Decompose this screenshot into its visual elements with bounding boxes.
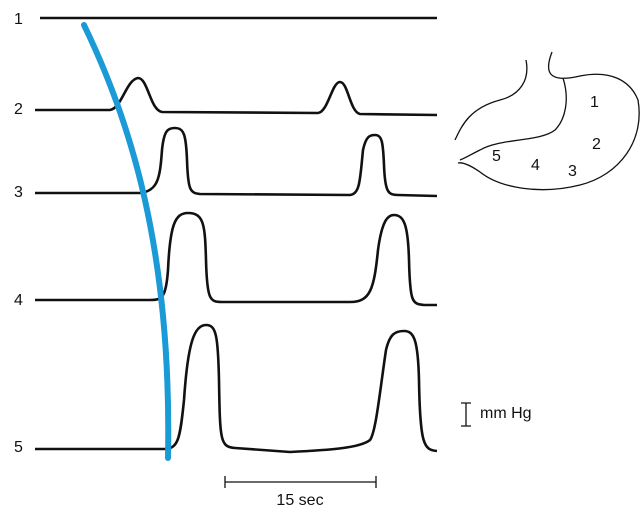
trace-label: 2 [14,101,23,118]
propagation-line [81,22,172,461]
region-label: 1 [590,94,599,111]
time-scale-bar [224,476,377,488]
pressure-scale-bar [461,402,471,427]
trace-label: 5 [14,439,23,456]
region-label: 5 [492,148,501,165]
pressure-trace [35,126,438,198]
trace-label: 3 [14,184,23,201]
pressure-scale-label: mm Hg [480,405,532,422]
trace-label: 1 [14,11,23,28]
stomach-outline [459,77,567,161]
region-label: 3 [568,163,577,180]
stomach-outline [454,59,528,141]
region-label: 2 [592,136,601,153]
trace-label: 4 [14,292,23,309]
time-scale-label: 15 sec [276,492,323,509]
stomach-outline [457,51,640,191]
region-label: 4 [531,157,540,174]
pressure-trace [35,211,437,307]
pressure-trace [35,323,438,454]
pressure-trace [35,76,438,117]
